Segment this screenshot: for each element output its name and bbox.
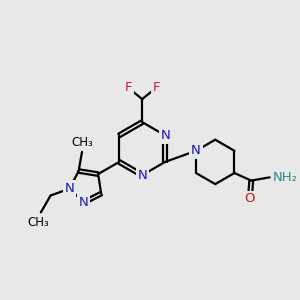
Text: CH₃: CH₃ bbox=[71, 136, 93, 148]
Text: NH₂: NH₂ bbox=[273, 171, 298, 184]
Text: F: F bbox=[152, 81, 160, 94]
Text: N: N bbox=[79, 196, 88, 209]
Text: O: O bbox=[244, 193, 255, 206]
Text: N: N bbox=[191, 144, 201, 157]
Text: N: N bbox=[137, 169, 147, 182]
Text: N: N bbox=[160, 129, 170, 142]
Text: N: N bbox=[65, 182, 74, 195]
Text: CH₃: CH₃ bbox=[27, 216, 49, 229]
Text: F: F bbox=[124, 81, 132, 94]
